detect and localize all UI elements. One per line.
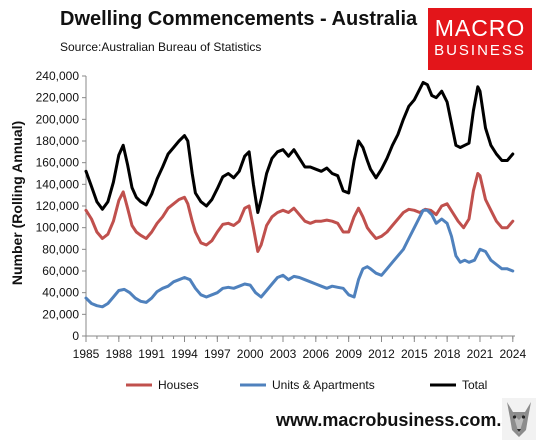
x-tick-label: 1994: [171, 347, 198, 361]
x-tick-label: 2006: [302, 347, 329, 361]
legend-label-units-apartments: Units & Apartments: [272, 378, 375, 392]
x-axis-ticks: 1985 1988 1991 1994 1997 2000 2003 2006 2009 2012…: [73, 336, 526, 361]
y-axis-ticks: 0 20,000 40,000 60,000 80,000 100,000 120,000 1…: [36, 69, 86, 343]
chart-title: Dwelling Commencements - Australia: [60, 8, 418, 30]
website-url: www.macrobusiness.com.au: [276, 410, 523, 430]
x-tick-label: 2018: [434, 347, 461, 361]
y-tick-label: 40,000: [42, 286, 79, 300]
x-tick-label: 2024: [499, 347, 526, 361]
series-line-units-apartments: [84, 208, 515, 309]
x-tick-label: 1991: [138, 347, 165, 361]
y-tick-label: 20,000: [42, 307, 79, 321]
y-tick-label: 80,000: [42, 242, 79, 256]
series-line-houses: [84, 172, 515, 253]
y-tick-label: 240,000: [36, 69, 80, 83]
x-tick-label: 2021: [467, 347, 494, 361]
x-tick-label: 1988: [105, 347, 132, 361]
logo-line-1: MACRO: [434, 15, 526, 41]
y-tick-label: 140,000: [36, 177, 80, 191]
y-tick-label: 220,000: [36, 91, 80, 105]
series-lines: [84, 81, 515, 309]
x-tick-label: 1997: [204, 347, 231, 361]
x-tick-label: 2000: [237, 347, 264, 361]
y-tick-label: 0: [72, 329, 79, 343]
y-tick-label: 100,000: [36, 221, 80, 235]
x-tick-label: 2012: [368, 347, 395, 361]
y-tick-label: 120,000: [36, 199, 80, 213]
legend-label-total: Total: [462, 378, 487, 392]
wolf-icon: [502, 398, 536, 440]
logo-line-2: BUSINESS: [434, 42, 526, 59]
chart-source: Source:Australian Bureau of Statistics: [60, 40, 262, 54]
x-tick-label: 2009: [335, 347, 362, 361]
y-tick-label: 200,000: [36, 112, 80, 126]
macrobusiness-logo: MACRO BUSINESS: [428, 8, 532, 70]
y-tick-label: 180,000: [36, 134, 80, 148]
y-tick-label: 60,000: [42, 264, 79, 278]
x-tick-label: 1985: [73, 347, 100, 361]
chart-legend: Houses Units & Apartments Total: [126, 378, 487, 392]
y-axis-label: Number (Rolling Annual): [9, 121, 25, 285]
x-tick-label: 2003: [270, 347, 297, 361]
x-tick-label: 2015: [401, 347, 428, 361]
series-line-total: [84, 81, 515, 214]
y-tick-label: 160,000: [36, 156, 80, 170]
legend-label-houses: Houses: [158, 378, 199, 392]
